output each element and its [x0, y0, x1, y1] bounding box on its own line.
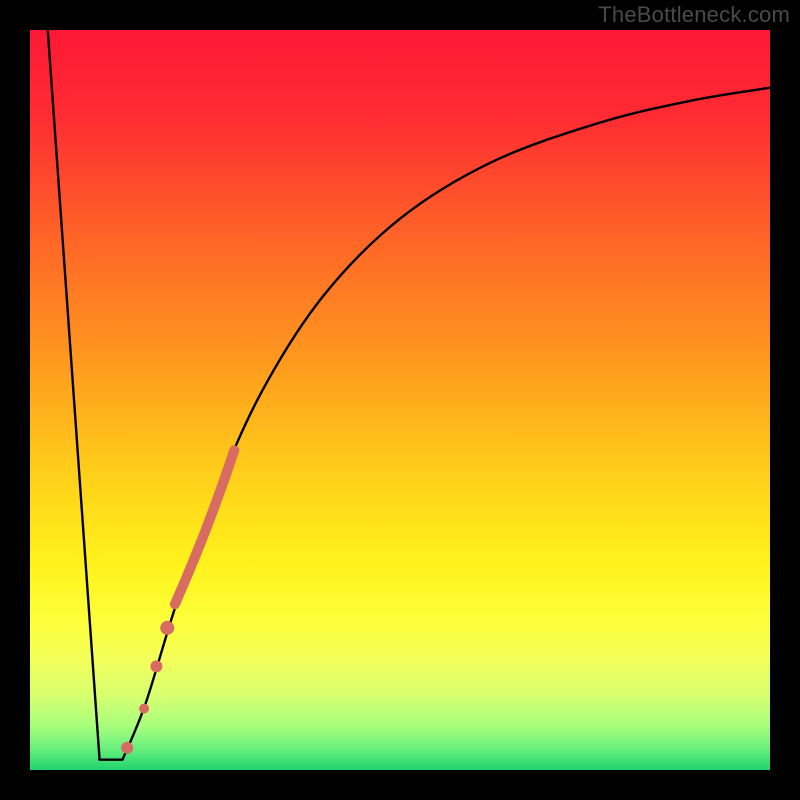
watermark-text: TheBottleneck.com: [598, 2, 790, 28]
highlight-dot: [160, 621, 174, 635]
highlight-dot: [139, 704, 149, 714]
highlight-dot: [121, 742, 133, 754]
highlight-dot: [150, 660, 162, 672]
plot-background: [30, 30, 770, 770]
bottleneck-plot: [0, 0, 800, 800]
